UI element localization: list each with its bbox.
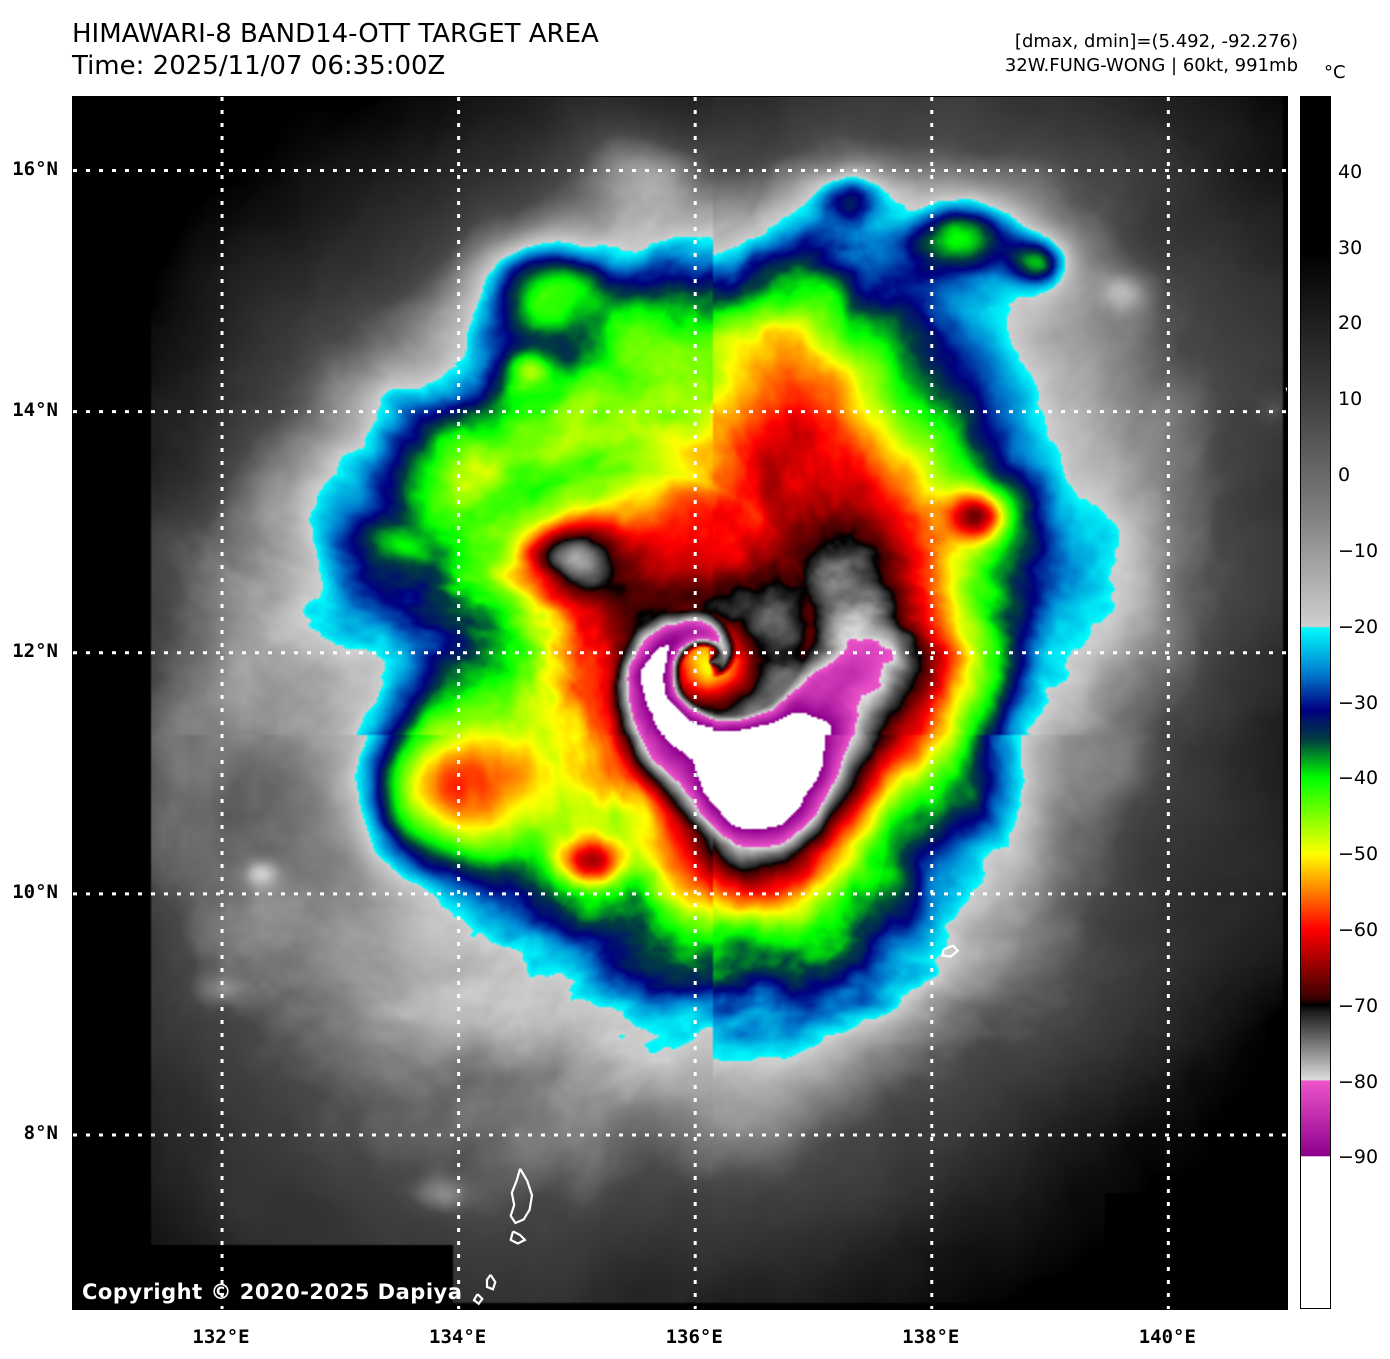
title-block: HIMAWARI-8 BAND14-OTT TARGET AREA Time: … [72, 18, 599, 82]
colorbar-tick-minus20: −20 [1338, 615, 1379, 638]
x-axis-tick-140: 140°E [1138, 1326, 1196, 1348]
y-axis-tick-12: 12°N [12, 639, 58, 662]
y-axis-tick-8: 8°N [23, 1121, 58, 1144]
colorbar-tick-minus60: −60 [1338, 918, 1379, 941]
colorbar-tick-minus70: −70 [1338, 994, 1379, 1017]
colorbar-tick-minus40: −40 [1338, 767, 1379, 790]
x-axis-tick-132: 132°E [192, 1326, 250, 1348]
colorbar-tick-30: 30 [1338, 236, 1363, 259]
data-range-label: [dmax, dmin]=(5.492, -92.276) [1014, 31, 1298, 52]
latlon-gridlines [73, 97, 1287, 1309]
storm-info-label: 32W.FUNG-WONG | 60kt, 991mb [1004, 55, 1298, 76]
timestamp-label: Time: 2025/11/07 06:35:00Z [72, 51, 446, 81]
x-axis-tick-138: 138°E [902, 1326, 960, 1348]
colorbar-unit-label: °C [1324, 62, 1346, 83]
coastline-island-4 [941, 944, 960, 958]
coastline-island-2 [485, 1274, 497, 1291]
coastline-island-1 [509, 1230, 527, 1245]
colorbar-tick-minus30: −30 [1338, 691, 1379, 714]
colorbar-tick-minus10: −10 [1338, 539, 1379, 562]
metadata-block: [dmax, dmin]=(5.492, -92.276) 32W.FUNG-W… [1005, 30, 1298, 78]
x-axis-tick-134: 134°E [429, 1326, 487, 1348]
copyright-label: Copyright © 2020-2025 Dapiya [82, 1280, 463, 1304]
colorbar-tick-40: 40 [1338, 160, 1363, 183]
y-axis-tick-14: 14°N [12, 398, 58, 421]
coastline-overlay [472, 387, 1287, 1306]
x-axis-tick-136: 136°E [665, 1326, 723, 1348]
colorbar-tick-0: 0 [1338, 464, 1351, 487]
colorbar-tick-minus80: −80 [1338, 1070, 1379, 1093]
satellite-imagery-canvas [73, 97, 1287, 1309]
y-axis-tick-16: 16°N [12, 157, 58, 180]
colorbar-tick-20: 20 [1338, 312, 1363, 335]
colorbar-gradient [1301, 97, 1330, 1308]
page-title: HIMAWARI-8 BAND14-OTT TARGET AREA [72, 19, 599, 49]
colorbar-tick-minus50: −50 [1338, 843, 1379, 866]
coastline-island-0 [509, 1168, 534, 1225]
satellite-image-plot[interactable] [72, 96, 1288, 1310]
colorbar-tick-10: 10 [1338, 388, 1363, 411]
colorbar-tick-minus90: −90 [1338, 1146, 1379, 1169]
colorbar[interactable] [1300, 96, 1331, 1309]
y-axis-tick-10: 10°N [12, 880, 58, 903]
coastline-island-3 [472, 1293, 484, 1306]
